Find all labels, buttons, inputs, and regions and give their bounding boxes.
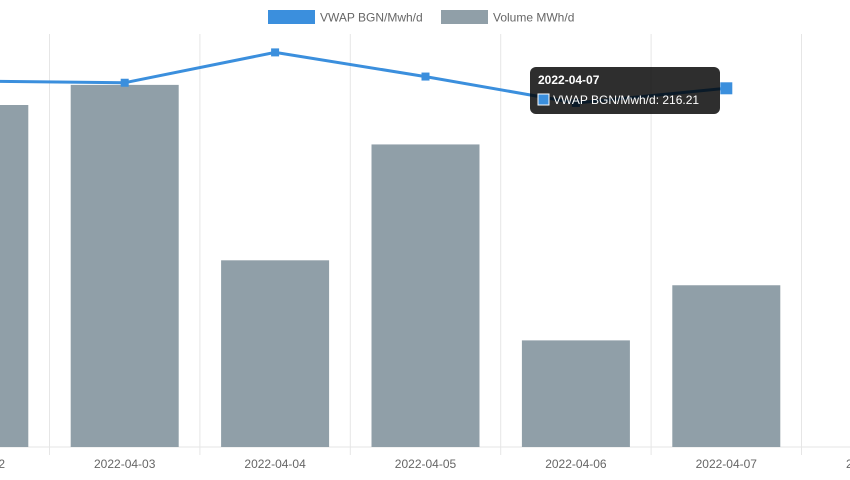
- volume-bars: [0, 84, 781, 447]
- x-tick-label: 2022-04-04: [244, 457, 306, 471]
- volume-bar[interactable]: [371, 144, 480, 447]
- tooltip-swatch: [537, 93, 550, 106]
- vwap-point-hovered[interactable]: [720, 82, 733, 95]
- x-tick-label: 2022-04-08: [846, 457, 850, 471]
- vwap-point[interactable]: [271, 48, 280, 57]
- tooltip: 2022-04-07 VWAP BGN/Mwh/d: 216.21: [530, 67, 720, 114]
- legend-swatch: [441, 10, 488, 24]
- legend-swatch: [268, 10, 315, 24]
- x-tick-label: 2022-04-07: [696, 457, 758, 471]
- vwap-point[interactable]: [120, 78, 129, 87]
- x-axis: 2022-04-02 2022-04-03 2022-04-04 2022-04-05…: [0, 457, 850, 471]
- volume-bar[interactable]: [521, 340, 630, 447]
- volume-bar[interactable]: [70, 84, 179, 447]
- vwap-point[interactable]: [421, 72, 430, 81]
- legend-label: Volume MWh/d: [493, 11, 574, 25]
- legend-item-vwap[interactable]: VWAP BGN/Mwh/d: [268, 10, 423, 25]
- tooltip-box: [530, 67, 720, 114]
- volume-bar[interactable]: [0, 105, 29, 447]
- x-tick-label: 2022-04-03: [94, 457, 156, 471]
- tooltip-title: 2022-04-07: [538, 73, 600, 87]
- tooltip-value: VWAP BGN/Mwh/d: 216.21: [553, 93, 699, 107]
- volume-bar[interactable]: [672, 285, 781, 447]
- legend-label: VWAP BGN/Mwh/d: [320, 11, 423, 25]
- x-tick-label: 2022-04-02: [0, 457, 5, 471]
- legend[interactable]: VWAP BGN/Mwh/d Volume MWh/d: [268, 10, 574, 25]
- volume-bar[interactable]: [221, 260, 330, 447]
- x-tick-label: 2022-04-05: [395, 457, 457, 471]
- x-tick-label: 2022-04-06: [545, 457, 607, 471]
- legend-item-volume[interactable]: Volume MWh/d: [441, 10, 574, 25]
